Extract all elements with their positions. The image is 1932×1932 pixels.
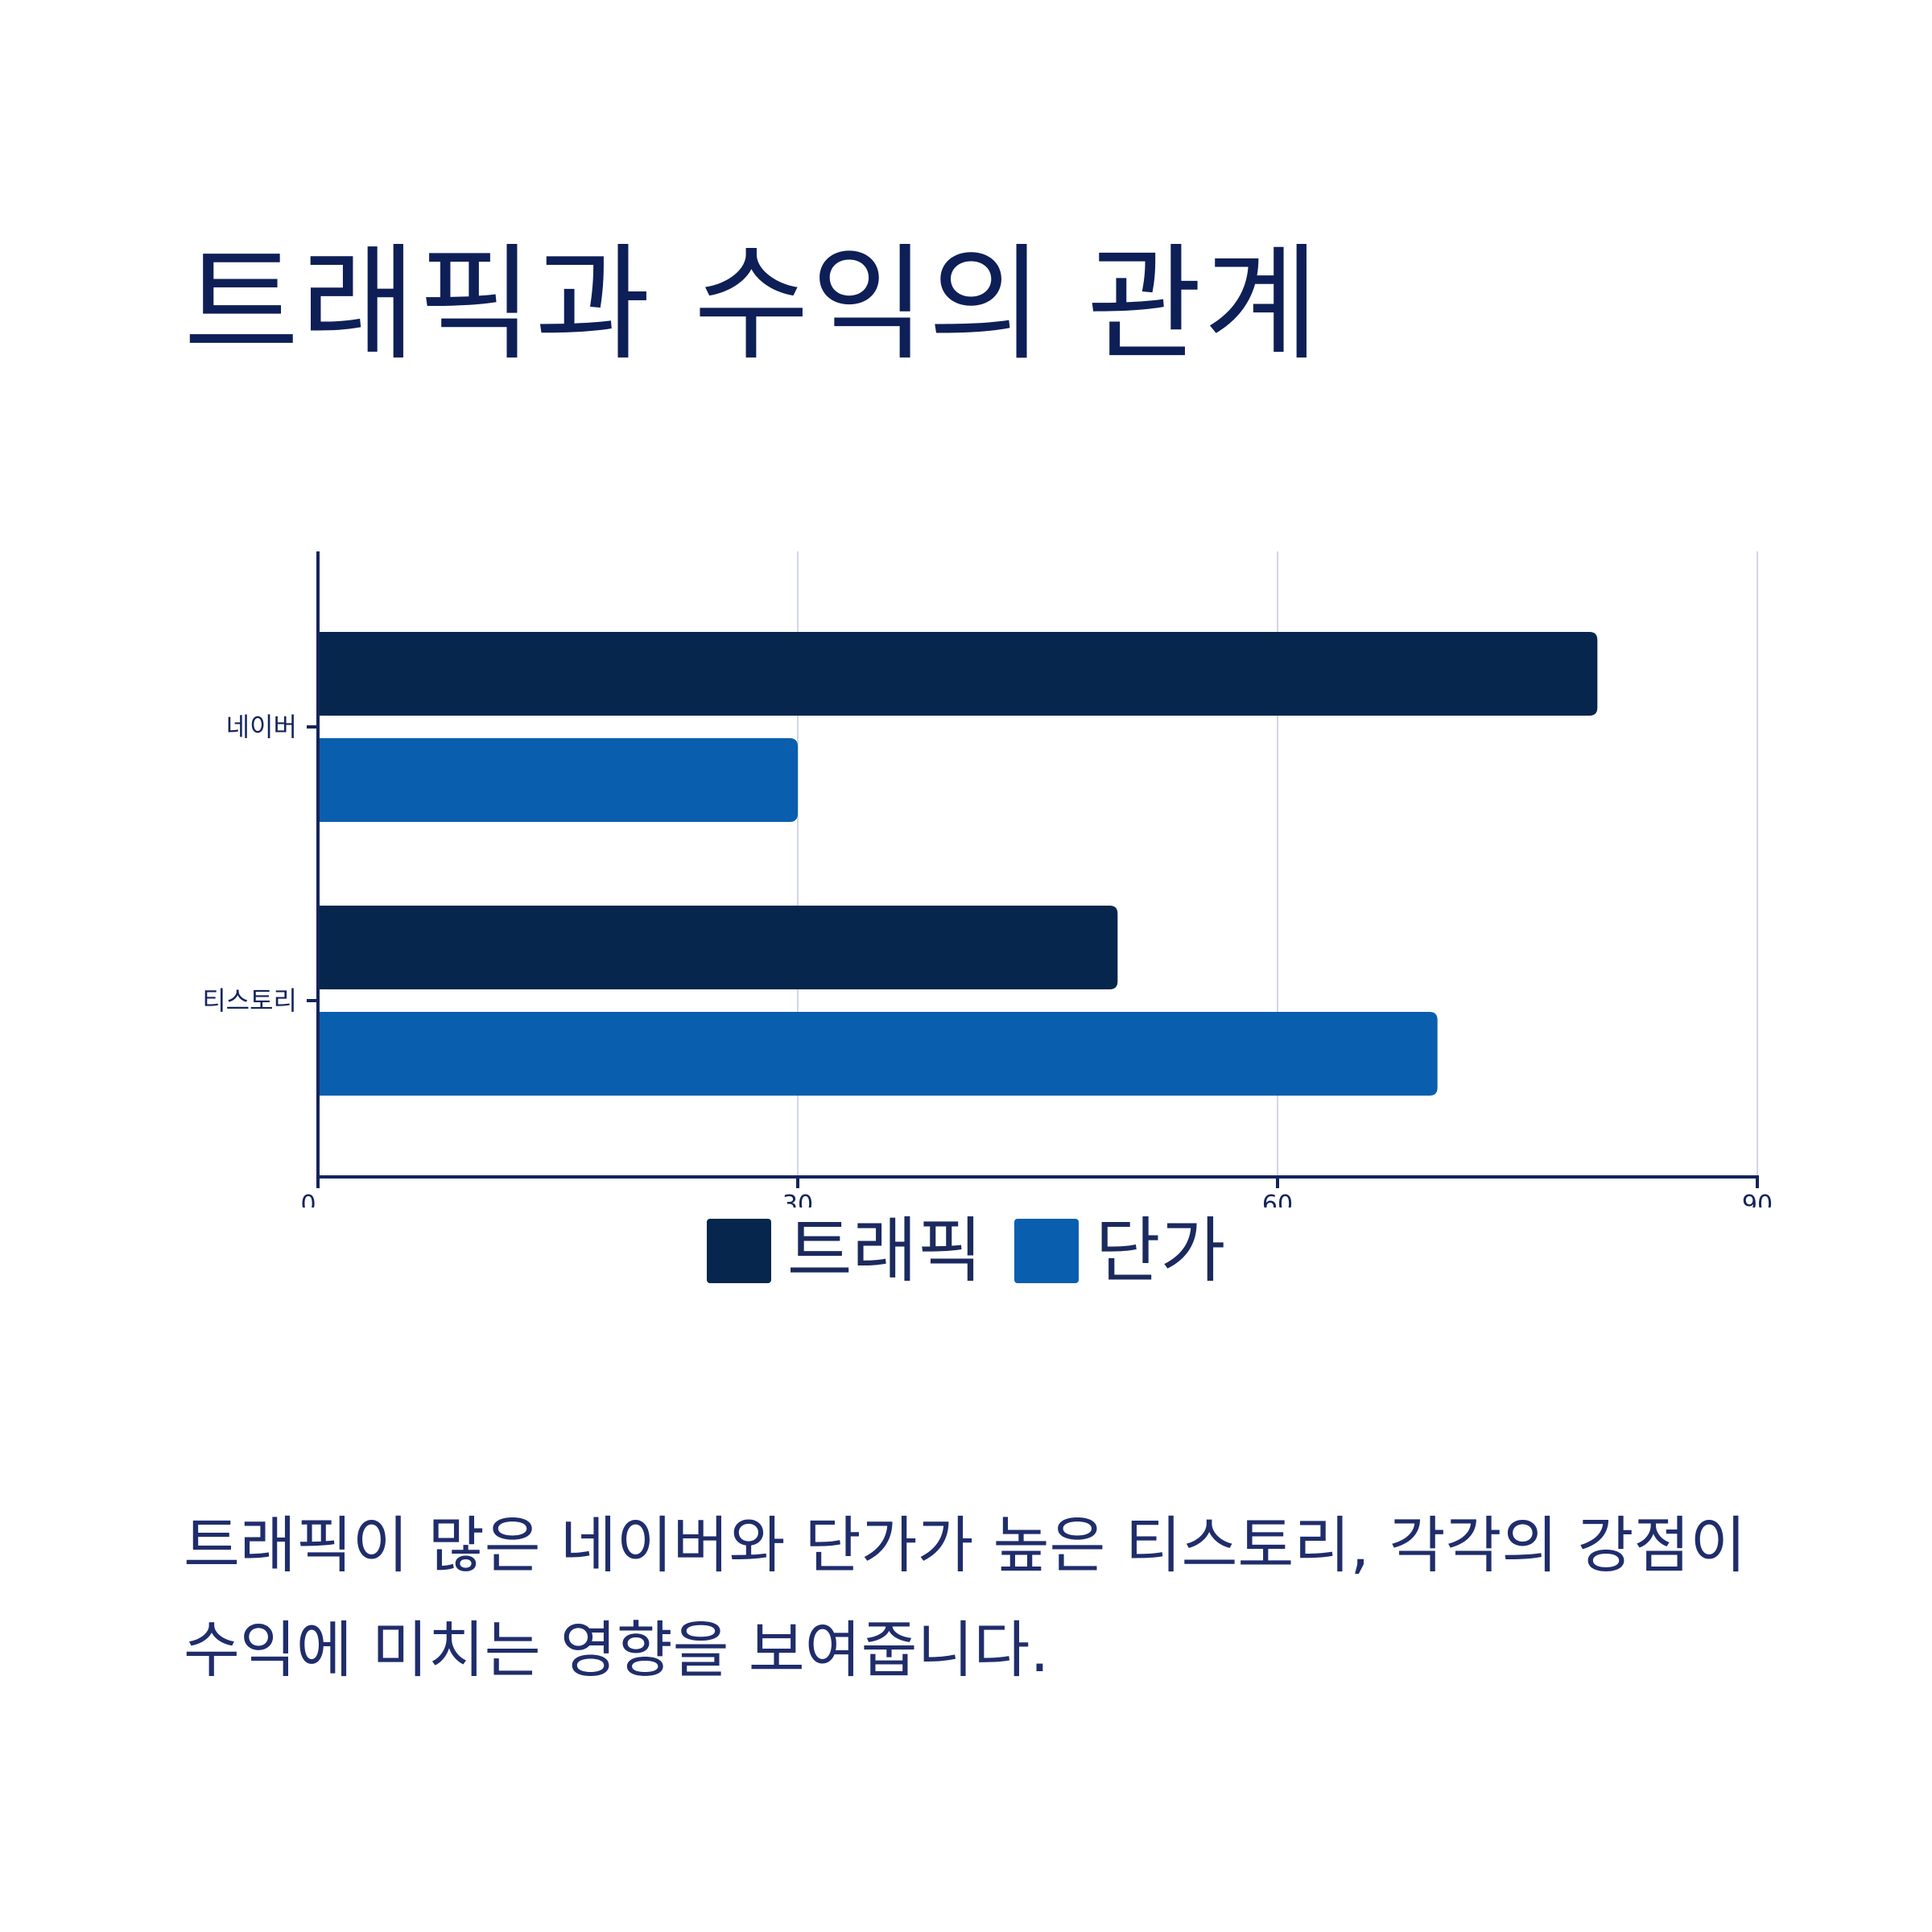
y-tick-label-0: 네이버 xyxy=(226,712,297,742)
page-title: 트래픽과 수익의 관계 xyxy=(184,231,1321,378)
legend-item-price: 단가 xyxy=(1014,1216,1225,1286)
legend-swatch-traffic xyxy=(706,1219,771,1283)
x-tick-label-3: 90 xyxy=(1742,1191,1773,1208)
legend-swatch-price xyxy=(1014,1219,1080,1283)
chart-legend: 트래픽 단가 xyxy=(0,1216,1932,1286)
bar-price-1 xyxy=(318,1012,1438,1096)
x-tick-label-0: 0 xyxy=(300,1191,316,1208)
bar-traffic-1 xyxy=(318,906,1118,989)
legend-item-traffic: 트래픽 xyxy=(706,1209,983,1292)
bar-traffic-0 xyxy=(318,632,1598,716)
x-tick-label-2: 60 xyxy=(1262,1191,1293,1208)
x-tick-label-1: 30 xyxy=(782,1191,813,1208)
legend-label-price: 단가 xyxy=(1095,1209,1226,1292)
bar-price-0 xyxy=(318,738,798,822)
legend-label-traffic: 트래픽 xyxy=(786,1209,983,1292)
chart-caption: 트래픽이 많은 네이버와 단가가 높은 티스토리, 각각의 강점이 수익에 미치… xyxy=(184,1509,1747,1686)
y-tick-label-1: 티스토리 xyxy=(202,985,297,1016)
